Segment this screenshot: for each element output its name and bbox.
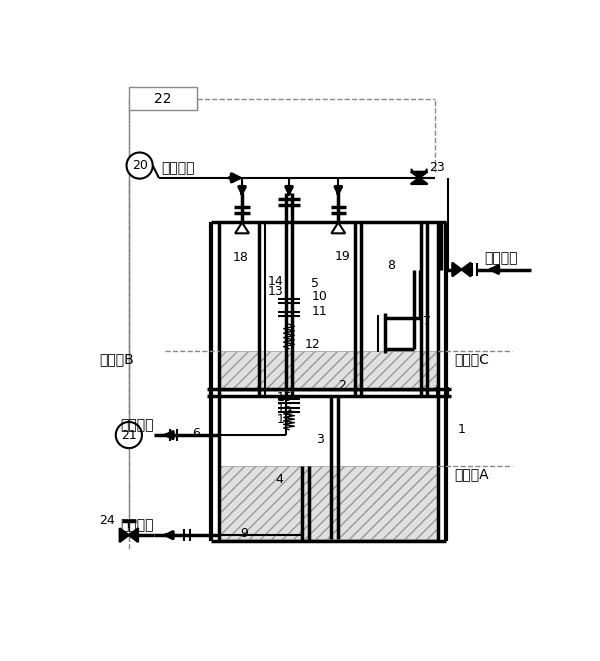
Circle shape [127,153,153,178]
Polygon shape [119,528,129,542]
Text: 出气管道: 出气管道 [120,418,154,432]
Text: 17: 17 [277,413,292,426]
Text: 15: 15 [277,391,292,404]
Text: 2: 2 [338,379,346,392]
Text: 4: 4 [275,473,283,486]
Text: 22: 22 [154,92,172,106]
Text: 5: 5 [311,277,319,290]
Text: 进液管道: 进液管道 [485,252,518,266]
Bar [129,87,197,110]
Polygon shape [410,178,428,184]
Polygon shape [410,172,428,178]
Text: 6: 6 [192,427,200,440]
Text: 液封层A: 液封层A [454,467,488,481]
Circle shape [116,422,142,448]
Text: 21: 21 [121,428,137,442]
Text: 进气管道: 进气管道 [161,161,194,176]
Polygon shape [129,528,138,542]
Text: 18: 18 [233,251,248,264]
Bar [219,351,439,391]
Text: 液封层C: 液封层C [454,353,488,367]
Text: 7: 7 [423,315,431,329]
Text: 14: 14 [267,276,283,288]
Polygon shape [331,223,345,233]
Text: 出液管道: 出液管道 [120,518,154,532]
Text: 20: 20 [132,159,148,172]
Polygon shape [452,262,461,276]
Text: 10: 10 [312,290,328,303]
Text: 13: 13 [267,286,283,298]
Polygon shape [461,262,471,276]
Polygon shape [235,223,249,233]
Text: 12: 12 [305,338,321,352]
Text: 19: 19 [334,250,350,263]
Text: 23: 23 [429,161,445,175]
Text: 9: 9 [241,527,248,540]
Bar [219,466,439,539]
Text: 液封层B: 液封层B [100,353,134,367]
Text: 16: 16 [277,402,292,414]
Text: 24: 24 [100,514,115,527]
Text: 1: 1 [458,423,466,436]
Text: 3: 3 [316,433,324,446]
Text: 11: 11 [312,305,328,319]
Text: 8: 8 [386,259,395,272]
